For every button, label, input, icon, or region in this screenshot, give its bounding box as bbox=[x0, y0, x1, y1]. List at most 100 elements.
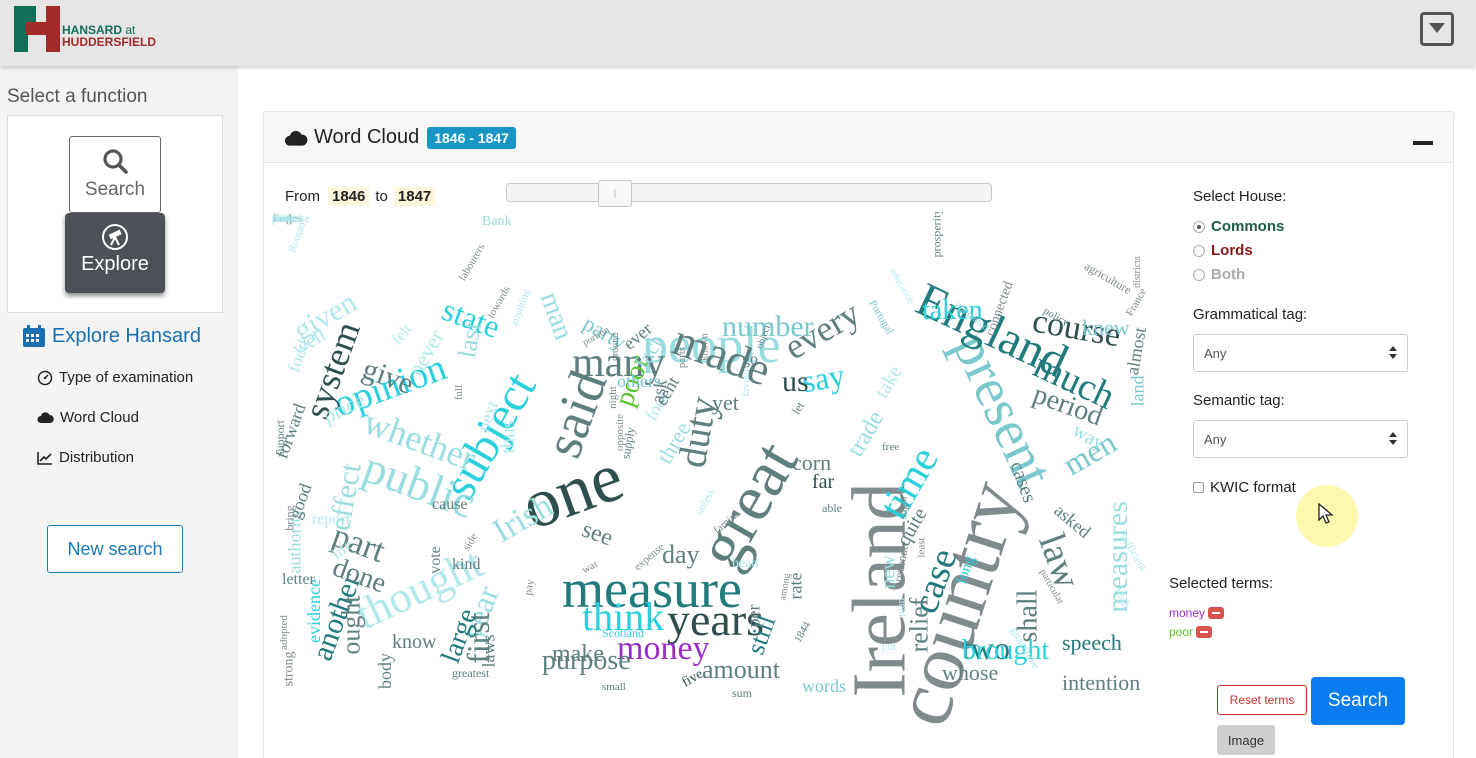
cloud-word[interactable]: sure bbox=[272, 212, 292, 225]
cloud-word[interactable]: us bbox=[782, 365, 809, 398]
cloud-word[interactable]: wages bbox=[272, 212, 302, 225]
cloud-word[interactable]: take bbox=[870, 362, 907, 402]
cloud-word[interactable]: food bbox=[283, 337, 314, 375]
menu-toggle-button[interactable] bbox=[1420, 12, 1454, 46]
cloud-word[interactable]: vote bbox=[426, 546, 444, 574]
cloud-word[interactable]: full bbox=[453, 384, 466, 401]
year-slider[interactable] bbox=[506, 180, 992, 207]
cloud-word[interactable]: Roman bbox=[286, 220, 309, 255]
cloud-word[interactable]: body bbox=[375, 653, 395, 689]
cloud-word[interactable]: know bbox=[392, 631, 437, 653]
cloud-word[interactable]: opposite bbox=[614, 413, 627, 452]
kwic-checkbox[interactable] bbox=[1193, 482, 1204, 493]
cloud-word[interactable]: money bbox=[617, 630, 710, 667]
explore-hansard-link[interactable]: Explore Hansard bbox=[22, 324, 201, 348]
cloud-word[interactable]: strong bbox=[281, 651, 297, 687]
year-slider-handle[interactable] bbox=[598, 180, 632, 207]
cloud-word[interactable]: laws bbox=[478, 634, 499, 668]
reset-terms-button[interactable]: Reset terms bbox=[1217, 685, 1307, 715]
cloud-word[interactable]: knew bbox=[1082, 315, 1130, 340]
cloud-word[interactable]: adopted bbox=[277, 615, 290, 650]
cloud-word[interactable]: intention bbox=[1062, 670, 1141, 695]
cloud-word[interactable]: find bbox=[272, 212, 292, 225]
cloud-word[interactable]: plan bbox=[894, 598, 907, 617]
cloud-word[interactable]: let bbox=[788, 399, 808, 417]
cloud-word[interactable]: head bbox=[732, 556, 759, 571]
cloud-word[interactable]: pay bbox=[522, 578, 537, 597]
cloud-word[interactable]: far bbox=[812, 471, 835, 493]
cloud-word[interactable]: purpose bbox=[542, 645, 631, 676]
cloud-word[interactable]: agriculture bbox=[1081, 258, 1135, 298]
sidebar-item-distribution[interactable]: Distribution bbox=[37, 449, 134, 466]
cloud-word[interactable]: thus bbox=[497, 420, 520, 454]
cloud-word[interactable]: whose bbox=[942, 660, 999, 685]
cloud-word[interactable]: labourers bbox=[456, 241, 488, 283]
cloud-word[interactable]: go bbox=[742, 351, 758, 368]
cloud-word[interactable]: sum bbox=[732, 686, 753, 700]
cloud-word[interactable]: 1842 bbox=[272, 212, 296, 225]
cloud-word[interactable]: two bbox=[962, 630, 1010, 666]
kwic-format-option[interactable]: KWIC format bbox=[1193, 479, 1296, 496]
cloud-word[interactable]: ten bbox=[272, 212, 287, 225]
cloud-word[interactable]: prosperity bbox=[929, 212, 944, 258]
search-function-button[interactable]: Search bbox=[69, 136, 161, 213]
cloud-word[interactable]: sugar bbox=[897, 495, 910, 520]
cloud-word[interactable]: others bbox=[617, 371, 661, 391]
cloud-word[interactable]: per bbox=[743, 604, 764, 628]
grammatical-tag-select[interactable]: Any bbox=[1193, 334, 1408, 372]
remove-term-icon[interactable] bbox=[1208, 607, 1225, 619]
cloud-word[interactable]: favour bbox=[739, 368, 752, 397]
cloud-word[interactable]: number bbox=[722, 310, 814, 343]
cloud-word[interactable]: free bbox=[882, 441, 900, 453]
cloud-word[interactable]: amount bbox=[702, 655, 780, 684]
cloud-word[interactable]: words bbox=[802, 676, 846, 696]
cloud-word[interactable]: letter bbox=[282, 571, 315, 588]
cloud-word[interactable]: kind bbox=[452, 556, 481, 573]
cloud-word[interactable]: ask bbox=[647, 377, 671, 405]
cloud-word[interactable]: yet bbox=[712, 390, 739, 415]
hansard-logo[interactable]: HANSARD at HUDDERSFIELD bbox=[14, 6, 156, 52]
cloud-word[interactable]: bring bbox=[282, 505, 297, 531]
cloud-word[interactable]: support bbox=[273, 420, 287, 456]
cloud-word[interactable]: greatest bbox=[452, 666, 490, 680]
cloud-word[interactable]: Portugal bbox=[866, 298, 896, 337]
cloud-word[interactable]: small bbox=[602, 681, 626, 693]
cloud-word[interactable]: Bank bbox=[482, 214, 512, 229]
cloud-word[interactable]: anything bbox=[508, 287, 534, 328]
cloud-word[interactable]: day bbox=[662, 540, 700, 569]
remove-term-icon[interactable] bbox=[1196, 626, 1213, 638]
cloud-word[interactable]: make bbox=[552, 641, 604, 667]
cloud-word[interactable]: man bbox=[533, 287, 580, 344]
cloud-word[interactable]: education bbox=[887, 267, 917, 307]
cloud-word[interactable]: years bbox=[667, 594, 765, 645]
house-option-commons[interactable]: Commons bbox=[1193, 218, 1284, 235]
semantic-tag-select[interactable]: Any bbox=[1193, 420, 1408, 458]
cloud-word[interactable]: corn bbox=[792, 450, 832, 475]
cloud-word[interactable]: districts bbox=[1131, 256, 1143, 288]
radio-commons[interactable] bbox=[1193, 220, 1205, 233]
cloud-word[interactable]: taken bbox=[922, 295, 983, 326]
cloud-word[interactable]: see bbox=[578, 516, 617, 552]
cloud-word[interactable]: able bbox=[822, 501, 842, 515]
cloud-word[interactable]: think bbox=[582, 594, 665, 639]
image-button[interactable]: Image bbox=[1217, 725, 1275, 755]
sidebar-item-word-cloud[interactable]: Word Cloud bbox=[37, 409, 139, 426]
cloud-word[interactable]: evidence bbox=[303, 579, 324, 643]
cloud-word[interactable]: report bbox=[312, 511, 351, 528]
radio-both[interactable] bbox=[1193, 268, 1205, 281]
cloud-word[interactable]: Scotland bbox=[602, 626, 644, 640]
cloud-word[interactable]: brought bbox=[962, 635, 1050, 666]
cloud-word[interactable]: known bbox=[699, 333, 711, 361]
new-search-button[interactable]: New search bbox=[47, 525, 183, 573]
explore-function-button[interactable]: Explore bbox=[65, 213, 165, 293]
sidebar-item-type-of-examination[interactable]: Type of examination bbox=[37, 369, 193, 386]
cloud-word[interactable]: last bbox=[452, 319, 487, 361]
cloud-word[interactable]: land bbox=[1127, 375, 1148, 407]
collapse-icon[interactable] bbox=[1413, 141, 1433, 145]
search-button[interactable]: Search bbox=[1311, 677, 1405, 725]
house-option-both[interactable]: Both bbox=[1193, 266, 1245, 283]
radio-lords[interactable] bbox=[1193, 244, 1205, 257]
house-option-lords[interactable]: Lords bbox=[1193, 242, 1253, 259]
cloud-word[interactable]: speech bbox=[1062, 630, 1122, 655]
cloud-word[interactable]: united bbox=[272, 212, 302, 225]
